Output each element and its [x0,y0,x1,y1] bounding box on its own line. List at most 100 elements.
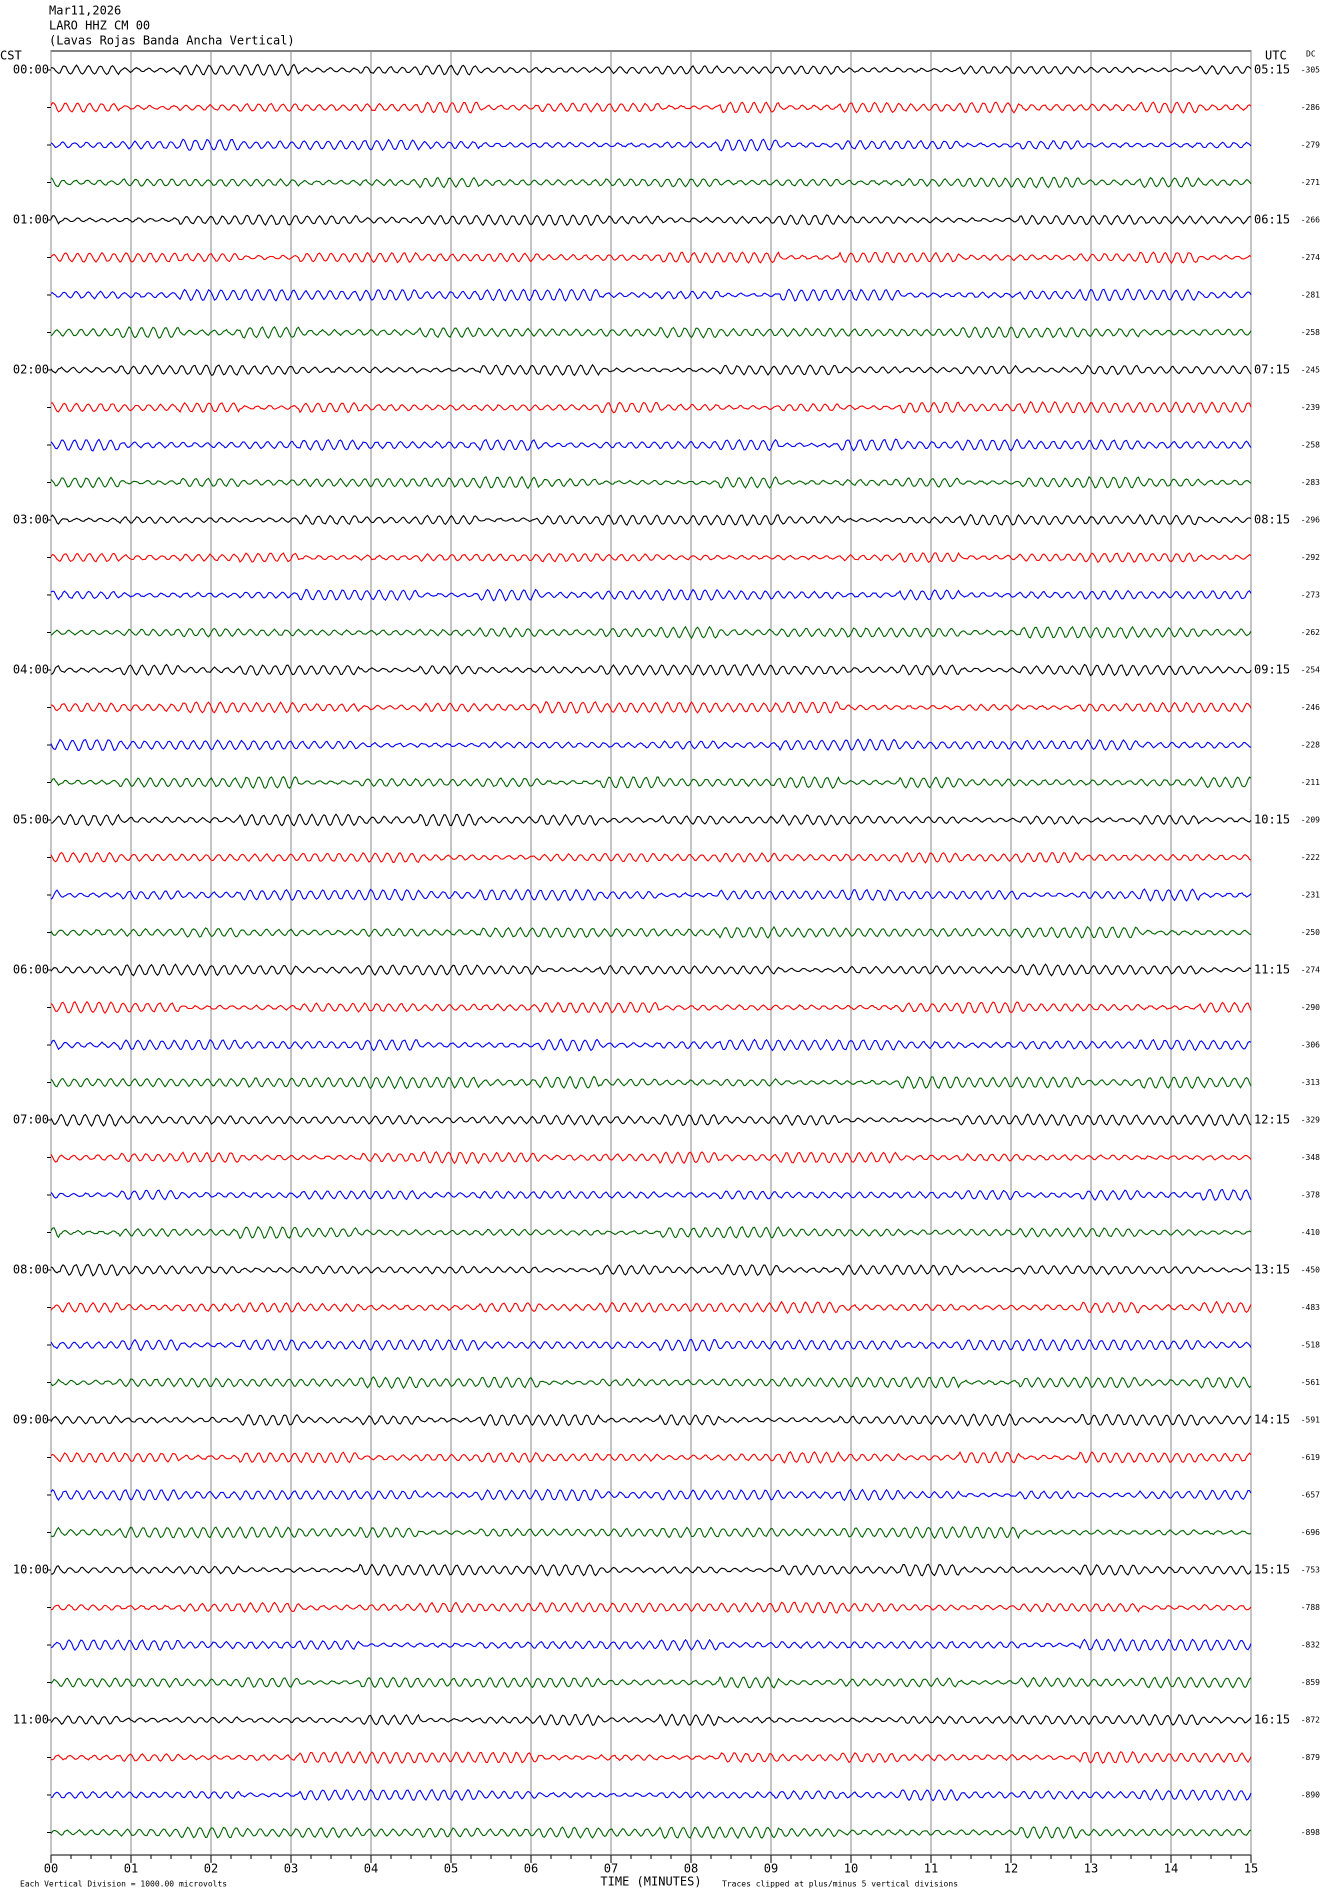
dc-value: -410 [1301,1228,1320,1237]
x-tick-label: 10 [844,1862,858,1876]
dc-value: -286 [1301,103,1320,112]
x-tick-label: 15 [1244,1862,1258,1876]
trace [50,326,1252,339]
dc-value: -696 [1301,1528,1320,1537]
dc-value: -591 [1301,1416,1320,1425]
trace [50,1151,1252,1165]
trace [50,1075,1252,1090]
dc-label: DC [1306,50,1316,59]
trace [50,1000,1252,1015]
footer-right: Traces clipped at plus/minus 5 vertical … [722,1880,958,1889]
trace [50,1601,1252,1614]
dc-value: -266 [1301,216,1320,225]
cst-label: 09:00 [13,1413,49,1427]
trace [50,1376,1252,1390]
trace [50,775,1252,790]
cst-label: 06:00 [13,963,49,977]
utc-label: 09:15 [1254,663,1290,677]
dc-value: -378 [1301,1191,1320,1200]
trace [50,1226,1252,1240]
trace [50,663,1252,677]
dc-value: -450 [1301,1266,1320,1275]
cst-label: 05:00 [13,813,49,827]
dc-value: -279 [1301,141,1320,150]
utc-label: 13:15 [1254,1263,1290,1277]
trace [50,138,1252,152]
dc-value: -879 [1301,1753,1320,1762]
dc-value: -262 [1301,628,1320,637]
trace [50,1413,1252,1427]
x-tick-label: 09 [764,1862,778,1876]
trace [50,1826,1252,1840]
trace [50,1338,1252,1352]
trace [50,400,1252,414]
utc-label: 10:15 [1254,813,1290,827]
dc-value: -228 [1301,741,1320,750]
dc-value: -250 [1301,928,1320,937]
dc-value: -292 [1301,553,1320,562]
trace [50,1488,1252,1502]
utc-label: 05:15 [1254,63,1290,77]
utc-label: 14:15 [1254,1413,1290,1427]
trace [50,1638,1252,1652]
trace [50,888,1252,902]
dc-value: -209 [1301,816,1320,825]
trace [50,1038,1252,1052]
trace [50,1788,1252,1802]
dc-value: -258 [1301,328,1320,337]
dc-value: -274 [1301,253,1320,262]
dc-value: -561 [1301,1378,1320,1387]
plot-frame [50,50,1252,1856]
trace [50,513,1252,527]
trace [50,963,1252,977]
trace [50,851,1252,864]
dc-value: -273 [1301,591,1320,600]
dc-value: -222 [1301,853,1320,862]
dc-value: -788 [1301,1603,1320,1612]
right-axis-label: UTC [1265,49,1287,63]
x-tick-label: 07 [604,1862,618,1876]
trace [50,251,1252,264]
utc-label: 16:15 [1254,1713,1290,1727]
cst-label: 02:00 [13,363,49,377]
dc-value: -211 [1301,778,1320,787]
trace [50,588,1252,602]
dc-value: -313 [1301,1078,1320,1087]
cst-label: 03:00 [13,513,49,527]
x-tick-label: 12 [1004,1862,1018,1876]
title-line: (Lavas Rojas Banda Ancha Vertical) [49,34,295,48]
trace [50,1525,1252,1540]
dc-value: -245 [1301,366,1320,375]
footer-left: Each Vertical Division = 1000.00 microvo… [20,1880,227,1889]
trace [50,63,1252,77]
trace [50,1563,1252,1577]
utc-label: 11:15 [1254,963,1290,977]
x-tick-label: 08 [684,1862,698,1876]
cst-label: 01:00 [13,213,49,227]
utc-label: 12:15 [1254,1113,1290,1127]
utc-label: 08:15 [1254,513,1290,527]
dc-value: -859 [1301,1678,1320,1687]
title-line: Mar11,2026 [49,4,121,18]
trace [50,101,1252,114]
trace [50,438,1252,452]
trace [50,1450,1252,1464]
trace [50,1675,1252,1689]
utc-label: 06:15 [1254,213,1290,227]
dc-value: -246 [1301,703,1320,712]
trace [50,214,1252,227]
x-axis-label: TIME (MINUTES) [600,1875,701,1889]
trace [50,551,1252,564]
dc-value: -290 [1301,1003,1320,1012]
x-tick-label: 02 [204,1862,218,1876]
dc-value: -898 [1301,1828,1320,1837]
trace [50,738,1252,752]
dc-value: -283 [1301,478,1320,487]
x-tick-label: 03 [284,1862,298,1876]
trace [50,1300,1252,1315]
dc-value: -305 [1301,66,1320,75]
cst-label: 08:00 [13,1263,49,1277]
dc-value: -231 [1301,891,1320,900]
dc-value: -518 [1301,1341,1320,1350]
